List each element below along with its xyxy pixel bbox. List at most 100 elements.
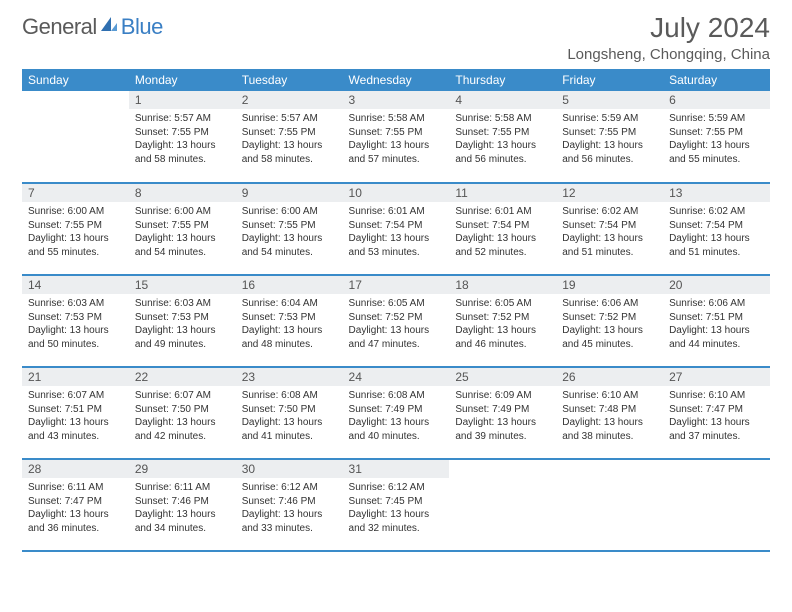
sunrise-text: Sunrise: 5:57 AM bbox=[242, 112, 337, 126]
day-body: Sunrise: 6:03 AMSunset: 7:53 PMDaylight:… bbox=[22, 294, 129, 354]
sunset-text: Sunset: 7:54 PM bbox=[455, 219, 550, 233]
sunset-text: Sunset: 7:48 PM bbox=[562, 403, 657, 417]
calendar-day-cell: 3Sunrise: 5:58 AMSunset: 7:55 PMDaylight… bbox=[343, 91, 450, 183]
day-number: 1 bbox=[129, 91, 236, 109]
sunrise-text: Sunrise: 6:12 AM bbox=[242, 481, 337, 495]
daylight-text: Daylight: 13 hours and 58 minutes. bbox=[242, 139, 337, 166]
sunrise-text: Sunrise: 5:58 AM bbox=[455, 112, 550, 126]
day-body: Sunrise: 6:01 AMSunset: 7:54 PMDaylight:… bbox=[449, 202, 556, 262]
header: General Blue July 2024 Longsheng, Chongq… bbox=[22, 12, 770, 63]
calendar-day-cell bbox=[556, 459, 663, 551]
weekday-header: Wednesday bbox=[343, 69, 450, 91]
calendar-day-cell: 26Sunrise: 6:10 AMSunset: 7:48 PMDayligh… bbox=[556, 367, 663, 459]
sunrise-text: Sunrise: 6:06 AM bbox=[669, 297, 764, 311]
sunrise-text: Sunrise: 6:05 AM bbox=[349, 297, 444, 311]
sunset-text: Sunset: 7:47 PM bbox=[28, 495, 123, 509]
sunrise-text: Sunrise: 6:08 AM bbox=[242, 389, 337, 403]
sunset-text: Sunset: 7:51 PM bbox=[28, 403, 123, 417]
calendar-day-cell bbox=[22, 91, 129, 183]
day-body: Sunrise: 6:05 AMSunset: 7:52 PMDaylight:… bbox=[449, 294, 556, 354]
sunrise-text: Sunrise: 6:08 AM bbox=[349, 389, 444, 403]
sunset-text: Sunset: 7:55 PM bbox=[242, 126, 337, 140]
daylight-text: Daylight: 13 hours and 34 minutes. bbox=[135, 508, 230, 535]
day-body: Sunrise: 6:04 AMSunset: 7:53 PMDaylight:… bbox=[236, 294, 343, 354]
sunset-text: Sunset: 7:51 PM bbox=[669, 311, 764, 325]
sunrise-text: Sunrise: 5:59 AM bbox=[669, 112, 764, 126]
sunset-text: Sunset: 7:46 PM bbox=[135, 495, 230, 509]
day-number: 15 bbox=[129, 276, 236, 294]
sunrise-text: Sunrise: 6:07 AM bbox=[28, 389, 123, 403]
calendar-day-cell bbox=[449, 459, 556, 551]
sunset-text: Sunset: 7:52 PM bbox=[455, 311, 550, 325]
day-number: 12 bbox=[556, 184, 663, 202]
day-number: 24 bbox=[343, 368, 450, 386]
calendar-day-cell: 12Sunrise: 6:02 AMSunset: 7:54 PMDayligh… bbox=[556, 183, 663, 275]
sunset-text: Sunset: 7:55 PM bbox=[669, 126, 764, 140]
calendar-day-cell: 31Sunrise: 6:12 AMSunset: 7:45 PMDayligh… bbox=[343, 459, 450, 551]
calendar-body: 1Sunrise: 5:57 AMSunset: 7:55 PMDaylight… bbox=[22, 91, 770, 551]
day-number: 6 bbox=[663, 91, 770, 109]
sunrise-text: Sunrise: 6:00 AM bbox=[135, 205, 230, 219]
calendar-week-row: 21Sunrise: 6:07 AMSunset: 7:51 PMDayligh… bbox=[22, 367, 770, 459]
daylight-text: Daylight: 13 hours and 36 minutes. bbox=[28, 508, 123, 535]
sunrise-text: Sunrise: 6:02 AM bbox=[669, 205, 764, 219]
day-body: Sunrise: 5:57 AMSunset: 7:55 PMDaylight:… bbox=[236, 109, 343, 169]
day-number: 30 bbox=[236, 460, 343, 478]
daylight-text: Daylight: 13 hours and 32 minutes. bbox=[349, 508, 444, 535]
calendar-day-cell: 27Sunrise: 6:10 AMSunset: 7:47 PMDayligh… bbox=[663, 367, 770, 459]
day-body: Sunrise: 6:07 AMSunset: 7:50 PMDaylight:… bbox=[129, 386, 236, 446]
calendar-day-cell: 5Sunrise: 5:59 AMSunset: 7:55 PMDaylight… bbox=[556, 91, 663, 183]
day-number: 18 bbox=[449, 276, 556, 294]
sunrise-text: Sunrise: 6:06 AM bbox=[562, 297, 657, 311]
daylight-text: Daylight: 13 hours and 55 minutes. bbox=[28, 232, 123, 259]
sunset-text: Sunset: 7:46 PM bbox=[242, 495, 337, 509]
calendar-day-cell: 2Sunrise: 5:57 AMSunset: 7:55 PMDaylight… bbox=[236, 91, 343, 183]
day-number: 17 bbox=[343, 276, 450, 294]
daylight-text: Daylight: 13 hours and 49 minutes. bbox=[135, 324, 230, 351]
sunrise-text: Sunrise: 6:01 AM bbox=[349, 205, 444, 219]
location: Longsheng, Chongqing, China bbox=[567, 46, 770, 63]
sunset-text: Sunset: 7:55 PM bbox=[562, 126, 657, 140]
daylight-text: Daylight: 13 hours and 52 minutes. bbox=[455, 232, 550, 259]
calendar-day-cell: 29Sunrise: 6:11 AMSunset: 7:46 PMDayligh… bbox=[129, 459, 236, 551]
sunset-text: Sunset: 7:55 PM bbox=[349, 126, 444, 140]
sunset-text: Sunset: 7:49 PM bbox=[349, 403, 444, 417]
daylight-text: Daylight: 13 hours and 45 minutes. bbox=[562, 324, 657, 351]
day-body: Sunrise: 6:06 AMSunset: 7:51 PMDaylight:… bbox=[663, 294, 770, 354]
weekday-header: Friday bbox=[556, 69, 663, 91]
calendar-day-cell: 25Sunrise: 6:09 AMSunset: 7:49 PMDayligh… bbox=[449, 367, 556, 459]
sunset-text: Sunset: 7:53 PM bbox=[28, 311, 123, 325]
day-number: 21 bbox=[22, 368, 129, 386]
sunrise-text: Sunrise: 6:10 AM bbox=[669, 389, 764, 403]
day-number: 31 bbox=[343, 460, 450, 478]
calendar-day-cell: 11Sunrise: 6:01 AMSunset: 7:54 PMDayligh… bbox=[449, 183, 556, 275]
day-number: 27 bbox=[663, 368, 770, 386]
daylight-text: Daylight: 13 hours and 43 minutes. bbox=[28, 416, 123, 443]
daylight-text: Daylight: 13 hours and 48 minutes. bbox=[242, 324, 337, 351]
sunrise-text: Sunrise: 6:12 AM bbox=[349, 481, 444, 495]
daylight-text: Daylight: 13 hours and 51 minutes. bbox=[562, 232, 657, 259]
daylight-text: Daylight: 13 hours and 40 minutes. bbox=[349, 416, 444, 443]
sunset-text: Sunset: 7:53 PM bbox=[135, 311, 230, 325]
day-number: 2 bbox=[236, 91, 343, 109]
daylight-text: Daylight: 13 hours and 44 minutes. bbox=[669, 324, 764, 351]
day-body: Sunrise: 6:00 AMSunset: 7:55 PMDaylight:… bbox=[236, 202, 343, 262]
daylight-text: Daylight: 13 hours and 50 minutes. bbox=[28, 324, 123, 351]
day-number: 14 bbox=[22, 276, 129, 294]
sunrise-text: Sunrise: 5:57 AM bbox=[135, 112, 230, 126]
day-number: 28 bbox=[22, 460, 129, 478]
calendar-day-cell: 10Sunrise: 6:01 AMSunset: 7:54 PMDayligh… bbox=[343, 183, 450, 275]
calendar-day-cell: 18Sunrise: 6:05 AMSunset: 7:52 PMDayligh… bbox=[449, 275, 556, 367]
day-number: 23 bbox=[236, 368, 343, 386]
calendar-day-cell bbox=[663, 459, 770, 551]
day-body: Sunrise: 6:11 AMSunset: 7:46 PMDaylight:… bbox=[129, 478, 236, 538]
day-number: 26 bbox=[556, 368, 663, 386]
sunrise-text: Sunrise: 6:04 AM bbox=[242, 297, 337, 311]
calendar-day-cell: 16Sunrise: 6:04 AMSunset: 7:53 PMDayligh… bbox=[236, 275, 343, 367]
calendar-day-cell: 19Sunrise: 6:06 AMSunset: 7:52 PMDayligh… bbox=[556, 275, 663, 367]
sunset-text: Sunset: 7:55 PM bbox=[135, 126, 230, 140]
day-number: 5 bbox=[556, 91, 663, 109]
calendar-week-row: 14Sunrise: 6:03 AMSunset: 7:53 PMDayligh… bbox=[22, 275, 770, 367]
calendar-day-cell: 8Sunrise: 6:00 AMSunset: 7:55 PMDaylight… bbox=[129, 183, 236, 275]
weekday-header: Sunday bbox=[22, 69, 129, 91]
